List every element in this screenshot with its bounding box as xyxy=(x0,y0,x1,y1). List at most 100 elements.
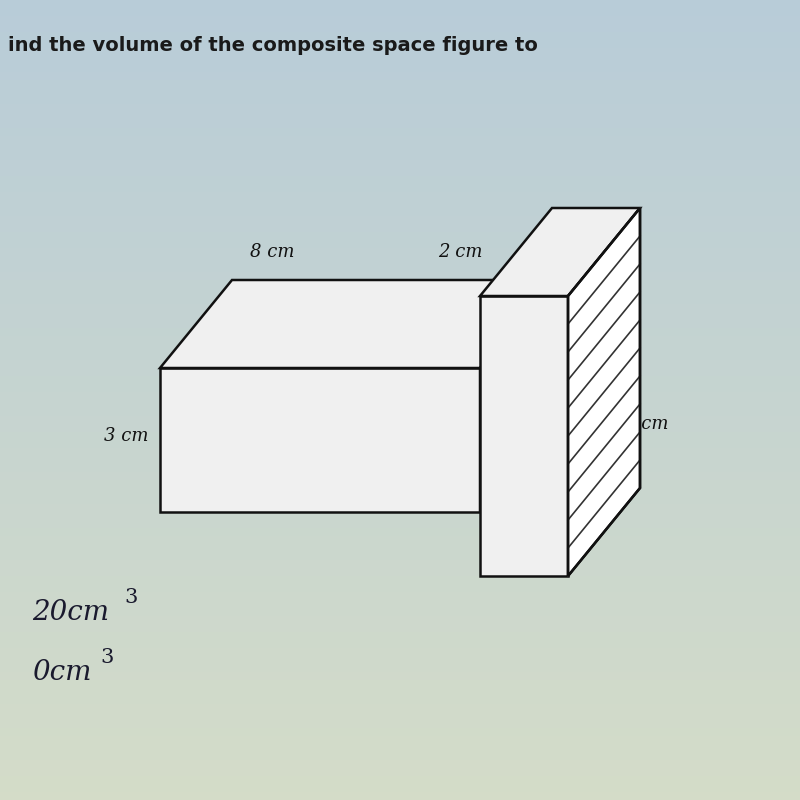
Polygon shape xyxy=(568,208,640,576)
Text: 20cm: 20cm xyxy=(32,598,109,626)
Bar xyxy=(0,320,800,328)
Bar xyxy=(0,624,800,632)
Text: 3: 3 xyxy=(100,648,114,667)
Bar xyxy=(0,496,800,504)
Bar xyxy=(0,528,800,536)
Bar xyxy=(0,48,800,56)
Bar xyxy=(0,128,800,136)
Bar xyxy=(0,232,800,240)
Bar xyxy=(0,344,800,352)
Bar xyxy=(0,696,800,704)
Bar xyxy=(0,632,800,640)
Bar xyxy=(0,616,800,624)
Bar xyxy=(0,88,800,96)
Bar xyxy=(0,176,800,184)
Polygon shape xyxy=(480,208,640,296)
Bar xyxy=(0,216,800,224)
Bar xyxy=(0,120,800,128)
Bar xyxy=(0,8,800,16)
Bar xyxy=(0,720,800,728)
Bar xyxy=(0,664,800,672)
Text: 2 cm: 2 cm xyxy=(438,243,482,261)
Bar xyxy=(0,296,800,304)
Bar xyxy=(0,368,800,376)
Bar xyxy=(0,560,800,568)
Bar xyxy=(0,464,800,472)
Bar xyxy=(0,504,800,512)
Bar xyxy=(0,392,800,400)
Bar xyxy=(0,208,800,216)
Bar xyxy=(0,440,800,448)
Text: ind the volume of the composite space figure to: ind the volume of the composite space fi… xyxy=(8,36,538,55)
Bar xyxy=(0,480,800,488)
Bar xyxy=(0,544,800,552)
Text: 8 cm: 8 cm xyxy=(250,243,294,261)
Polygon shape xyxy=(480,296,568,576)
Bar xyxy=(0,304,800,312)
Bar xyxy=(0,280,800,288)
Bar xyxy=(0,152,800,160)
Bar xyxy=(0,536,800,544)
Bar xyxy=(0,144,800,152)
Bar xyxy=(0,728,800,736)
Bar xyxy=(0,192,800,200)
Bar xyxy=(0,248,800,256)
Bar xyxy=(0,784,800,792)
Bar xyxy=(0,32,800,40)
Bar xyxy=(0,360,800,368)
Bar xyxy=(0,336,800,344)
Bar xyxy=(0,64,800,72)
Bar xyxy=(0,472,800,480)
Bar xyxy=(0,96,800,104)
Bar xyxy=(0,568,800,576)
Bar xyxy=(0,576,800,584)
Bar xyxy=(0,16,800,24)
Bar xyxy=(0,168,800,176)
Polygon shape xyxy=(160,280,552,368)
Text: 5 cm: 5 cm xyxy=(576,311,621,329)
Bar xyxy=(0,760,800,768)
Bar xyxy=(0,0,800,8)
Bar xyxy=(0,264,800,272)
Bar xyxy=(0,736,800,744)
Bar xyxy=(0,512,800,520)
Bar xyxy=(0,400,800,408)
Bar xyxy=(0,712,800,720)
Bar xyxy=(0,552,800,560)
Polygon shape xyxy=(160,368,480,512)
Bar xyxy=(0,416,800,424)
Bar xyxy=(0,592,800,600)
Bar xyxy=(0,520,800,528)
Bar xyxy=(0,200,800,208)
Bar xyxy=(0,184,800,192)
Bar xyxy=(0,424,800,432)
Bar xyxy=(0,768,800,776)
Polygon shape xyxy=(480,280,552,512)
Bar xyxy=(0,776,800,784)
Bar xyxy=(0,488,800,496)
Bar xyxy=(0,448,800,456)
Bar xyxy=(0,160,800,168)
Bar xyxy=(0,288,800,296)
Bar xyxy=(0,680,800,688)
Bar xyxy=(0,584,800,592)
Bar xyxy=(0,136,800,144)
Bar xyxy=(0,688,800,696)
Bar xyxy=(0,752,800,760)
Bar xyxy=(0,656,800,664)
Bar xyxy=(0,408,800,416)
Bar xyxy=(0,376,800,384)
Bar xyxy=(0,72,800,80)
Bar xyxy=(0,112,800,120)
Bar xyxy=(0,600,800,608)
Bar xyxy=(0,792,800,800)
Bar xyxy=(0,608,800,616)
Bar xyxy=(0,312,800,320)
Bar xyxy=(0,240,800,248)
Bar xyxy=(0,256,800,264)
Bar xyxy=(0,456,800,464)
Bar xyxy=(0,432,800,440)
Bar xyxy=(0,672,800,680)
Bar xyxy=(0,24,800,32)
Bar xyxy=(0,704,800,712)
